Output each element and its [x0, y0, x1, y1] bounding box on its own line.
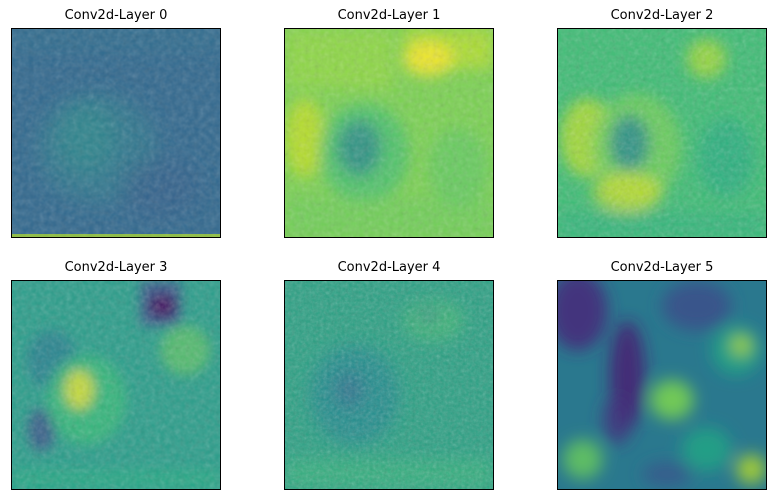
- panel-title: Conv2d-Layer 5: [610, 260, 714, 275]
- feature-map-image: [11, 280, 221, 490]
- panel-title: Conv2d-Layer 2: [610, 8, 714, 23]
- feature-map-image: [284, 28, 494, 238]
- feature-map-image: [557, 280, 767, 490]
- panel-title: Conv2d-Layer 4: [337, 260, 441, 275]
- panel-title: Conv2d-Layer 1: [337, 8, 441, 23]
- feature-map-image: [557, 28, 767, 238]
- feature-map-image: [284, 280, 494, 490]
- feature-map-image: [11, 28, 221, 238]
- panel-title: Conv2d-Layer 3: [64, 260, 168, 275]
- panel-title: Conv2d-Layer 0: [64, 8, 168, 23]
